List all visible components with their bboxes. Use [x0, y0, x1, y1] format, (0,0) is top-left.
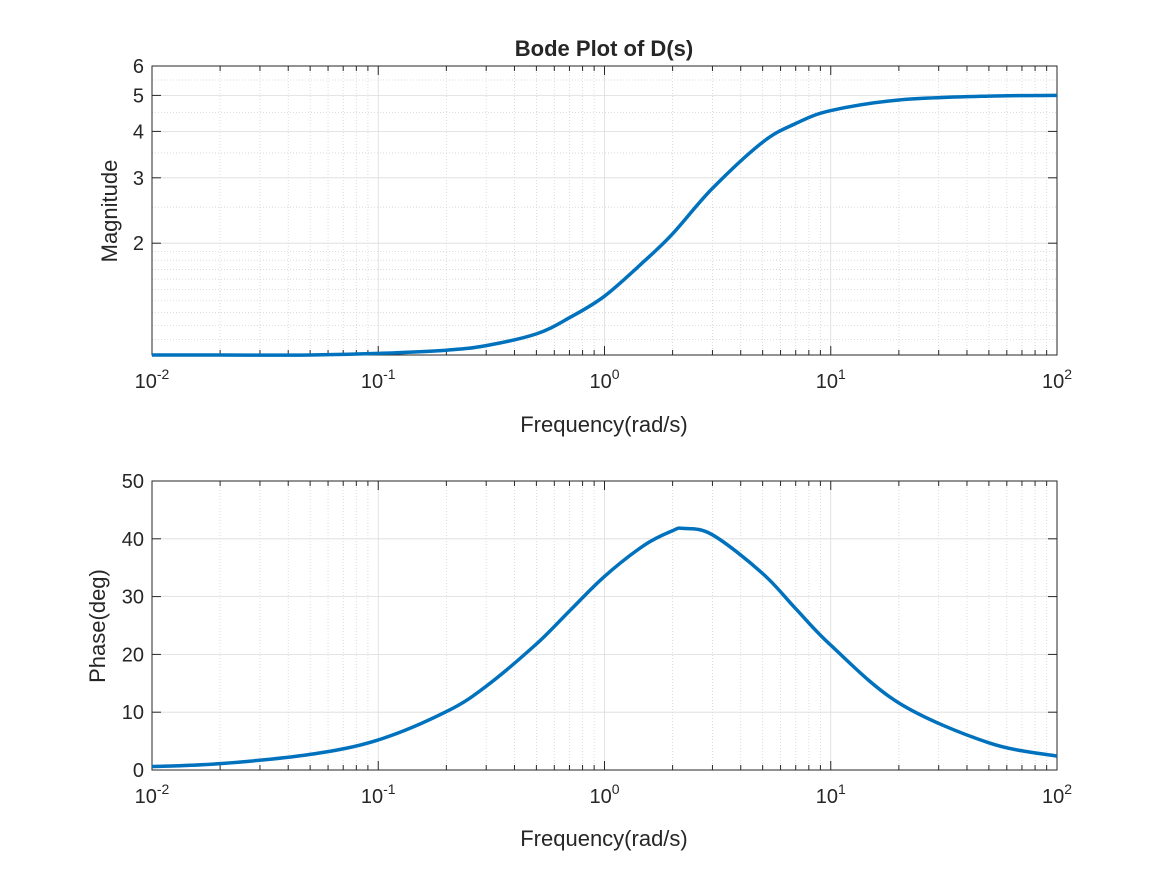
x-tick-label: 10-2: [135, 781, 170, 808]
chart-title: Bode Plot of D(s): [515, 36, 693, 61]
y-tick-label: 40: [122, 529, 144, 551]
magnitude-plot: Bode Plot of D(s) Frequency(rad/s) Magni…: [97, 36, 1072, 437]
y-tick-label: 4: [133, 121, 144, 143]
y-tick-label: 2: [133, 233, 144, 255]
series-line: [152, 526, 1057, 769]
x-tick-label: 10-1: [361, 781, 396, 808]
x-axis-label: Frequency(rad/s): [520, 412, 688, 437]
axes-frame: [151, 480, 1058, 771]
grid: [151, 480, 1058, 771]
y-axis-label: Magnitude: [97, 160, 122, 263]
x-axis-label: Frequency(rad/s): [520, 826, 688, 851]
x-tick-label: 10-1: [361, 366, 396, 393]
x-tick-label: 102: [1042, 781, 1072, 808]
y-tick-label: 0: [133, 760, 144, 782]
x-tick-label: 100: [589, 781, 619, 808]
x-tick-label: 102: [1042, 366, 1072, 393]
y-tick-label: 30: [122, 587, 144, 609]
y-tick-label: 5: [133, 85, 144, 107]
y-tick-label: 10: [122, 702, 144, 724]
x-tick-label: 101: [816, 366, 846, 393]
y-tick-label: 3: [133, 168, 144, 190]
y-tick-label: 6: [133, 56, 144, 78]
x-tick-label: 100: [589, 366, 619, 393]
axes-frame: [151, 65, 1058, 356]
grid: [151, 65, 1058, 355]
phase-plot: Frequency(rad/s) Phase(deg) 10-2 10-1 100 1…: [85, 471, 1072, 851]
y-tick-label: 50: [122, 471, 144, 493]
y-axis-label: Phase(deg): [85, 569, 110, 683]
series-line: [152, 93, 1057, 357]
x-tick-label: 10-2: [135, 366, 170, 393]
y-tick-label: 20: [122, 644, 144, 666]
x-tick-label: 101: [816, 781, 846, 808]
